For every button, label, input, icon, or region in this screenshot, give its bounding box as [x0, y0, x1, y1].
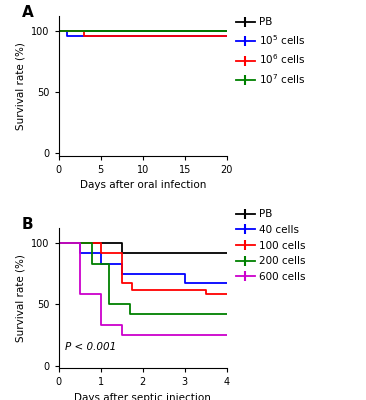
- Legend: PB, 40 cells, 100 cells, 200 cells, 600 cells: PB, 40 cells, 100 cells, 200 cells, 600 …: [236, 209, 305, 282]
- Text: P < 0.001: P < 0.001: [65, 342, 116, 352]
- Text: A: A: [22, 5, 33, 20]
- Legend: PB, 10$^5$ cells, 10$^6$ cells, 10$^7$ cells: PB, 10$^5$ cells, 10$^6$ cells, 10$^7$ c…: [236, 17, 305, 86]
- Y-axis label: Survival rate (%): Survival rate (%): [16, 254, 26, 342]
- X-axis label: Days after oral infection: Days after oral infection: [79, 180, 206, 190]
- Y-axis label: Survival rate (%): Survival rate (%): [16, 42, 26, 130]
- Text: B: B: [22, 217, 33, 232]
- X-axis label: Days after septic injection: Days after septic injection: [74, 392, 211, 400]
